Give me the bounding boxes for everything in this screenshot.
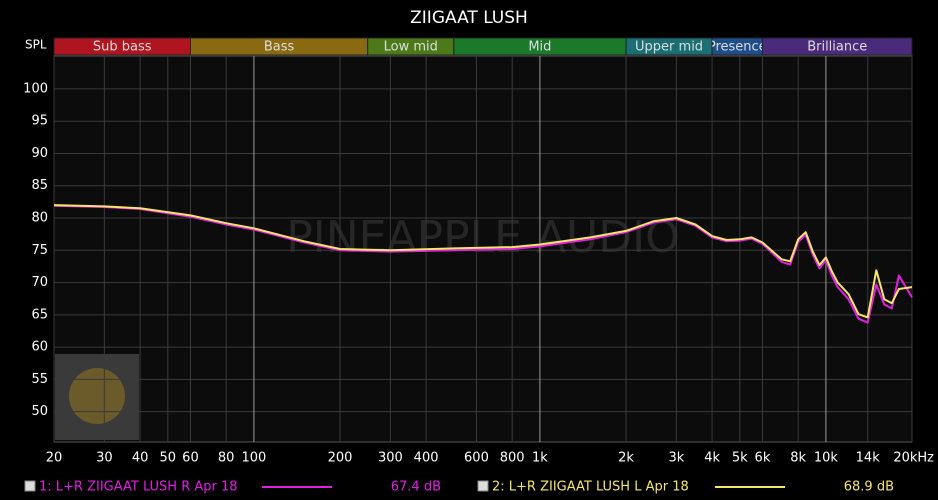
band-label: Sub bass xyxy=(93,40,152,55)
watermark: PINEAPPLE AUDIO xyxy=(286,212,680,263)
y-tick-label: 70 xyxy=(31,275,48,290)
legend-label: 1: L+R ZIIGAAT LUSH R Apr 18 xyxy=(39,480,238,495)
x-tick-label: 300 xyxy=(378,451,403,466)
x-tick-label: 80 xyxy=(218,451,235,466)
x-tick-label: 40 xyxy=(132,451,149,466)
band-label: Low mid xyxy=(384,40,438,55)
y-tick-label: 75 xyxy=(31,243,48,258)
x-tick-label: 400 xyxy=(414,451,439,466)
band xyxy=(761,37,913,56)
logo-icon xyxy=(69,368,125,424)
x-tick-label: 8k xyxy=(790,451,806,466)
x-tick-label: 6k xyxy=(755,451,771,466)
x-tick-label: 20kHz xyxy=(893,451,934,466)
y-tick-label: 80 xyxy=(31,211,48,226)
x-tick-label: 3k xyxy=(668,451,684,466)
y-tick-label: 90 xyxy=(31,146,48,161)
y-tick-label: 85 xyxy=(31,178,48,193)
legend-checkbox[interactable] xyxy=(24,480,36,492)
x-tick-label: 10k xyxy=(814,451,839,466)
y-tick-label: 50 xyxy=(31,404,48,419)
x-tick-label: 14k xyxy=(856,451,881,466)
y-tick-label: 65 xyxy=(31,307,48,322)
x-tick-label: 1k xyxy=(532,451,548,466)
y-tick-label: 55 xyxy=(31,372,48,387)
x-tick-label: 100 xyxy=(241,451,266,466)
band-label: Upper mid xyxy=(635,40,703,55)
legend-label: 2: L+R ZIIGAAT LUSH L Apr 18 xyxy=(492,480,689,495)
y-tick-label: 95 xyxy=(31,114,48,129)
x-tick-label: 600 xyxy=(464,451,489,466)
band-label: Mid xyxy=(528,40,551,55)
legend-checkbox[interactable] xyxy=(477,480,489,492)
x-tick-label: 4k xyxy=(704,451,720,466)
x-tick-label: 60 xyxy=(182,451,199,466)
series-line xyxy=(53,204,913,319)
band-label: Bass xyxy=(264,40,295,55)
band-label: Presence xyxy=(708,40,767,55)
x-tick-label: 800 xyxy=(500,451,525,466)
x-tick-label: 5k xyxy=(732,451,748,466)
y-tick-label: 100 xyxy=(23,81,48,96)
x-tick-label: 200 xyxy=(328,451,353,466)
y-tick-label: 60 xyxy=(31,340,48,355)
legend-level: 68.9 dB xyxy=(844,480,894,495)
x-tick-label: 30 xyxy=(96,451,113,466)
x-tick-label: 50 xyxy=(160,451,177,466)
y-axis-label: SPL xyxy=(25,38,47,52)
chart-title: ZIIGAAT LUSH xyxy=(410,8,528,28)
series-line xyxy=(53,204,913,324)
x-tick-label: 2k xyxy=(618,451,634,466)
band-label: Brilliance xyxy=(807,40,867,55)
legend-level: 67.4 dB xyxy=(391,480,441,495)
x-tick-label: 20 xyxy=(46,451,63,466)
